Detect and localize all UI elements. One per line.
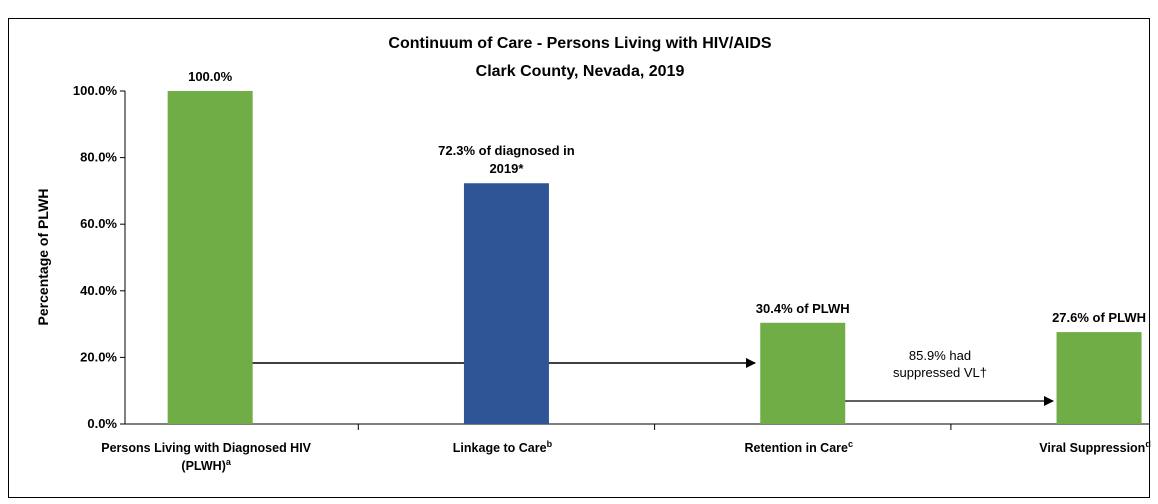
annotation: 85.9% had suppressed VL† [893, 348, 987, 380]
text-line: 72.3% of diagnosed in [438, 143, 575, 158]
text-line: 30.4% of PLWH [756, 301, 850, 316]
text-line: Persons Living with Diagnosed HIV [101, 441, 311, 455]
x-tick-label: Retention in Carec [744, 439, 853, 455]
y-tick-label: 20.0% [80, 349, 117, 364]
chart-subtitle: Clark County, Nevada, 2019 [476, 63, 685, 80]
data-label: 30.4% of PLWH [756, 301, 850, 316]
x-tick-label: Persons Living with Diagnosed HIV (PLWH)a [101, 441, 311, 473]
y-tick-label: 100.0% [73, 83, 118, 98]
data-label: 100.0% [188, 69, 233, 84]
text-line: Retention in Care [744, 441, 848, 455]
x-tick-label: Viral Suppressiond [1039, 439, 1151, 455]
text-line: Viral Suppression [1039, 441, 1145, 455]
category-note: d [1145, 439, 1151, 449]
bar [760, 322, 846, 424]
text-line: (PLWH) [181, 459, 225, 473]
chart-title: Continuum of Care - Persons Living with … [388, 35, 771, 52]
data-label: 72.3% of diagnosed in 2019* [438, 143, 575, 176]
text-line: 2019* [489, 161, 524, 176]
data-label: 27.6% of PLWH [1052, 310, 1146, 325]
category-note: c [848, 439, 853, 449]
bar [167, 91, 253, 424]
category-note: b [547, 439, 553, 449]
y-tick-label: 40.0% [80, 283, 117, 298]
text-line: 27.6% of PLWH [1052, 310, 1146, 325]
y-tick-label: 80.0% [80, 150, 117, 165]
y-tick-label: 60.0% [80, 216, 117, 231]
text-line: Linkage to Care [453, 441, 547, 455]
y-axis-label: Percentage of PLWH [35, 189, 51, 326]
text-line: 100.0% [188, 69, 233, 84]
frame [8, 18, 1150, 498]
category-note: a [226, 457, 232, 467]
text-line: suppressed VL† [893, 365, 987, 380]
x-tick-label: Linkage to Careb [453, 439, 553, 455]
bar [463, 183, 549, 424]
y-tick-label: 0.0% [87, 416, 117, 431]
bar [1056, 332, 1142, 424]
text-line: 85.9% had [909, 348, 971, 363]
